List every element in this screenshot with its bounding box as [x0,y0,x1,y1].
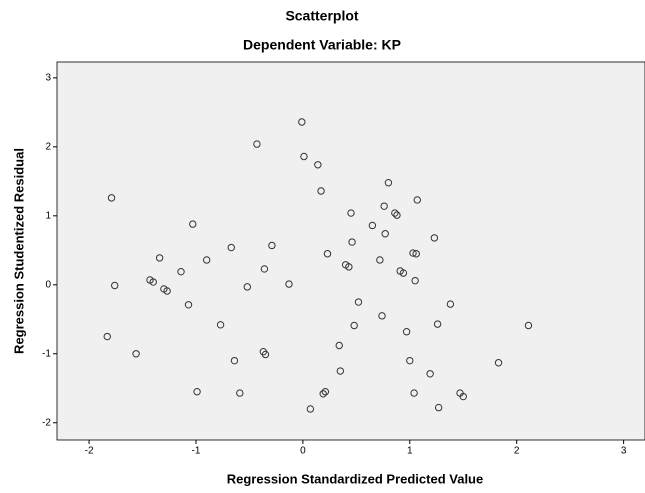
chart-subtitle: Dependent Variable: KP [243,37,401,53]
x-tick-label: 3 [621,446,627,457]
chart-title: Scatterplot [285,8,358,24]
x-axis-title: Regression Standardized Predicted Value [227,471,483,486]
x-tick-label: -1 [192,446,201,457]
y-tick-label: 0 [45,279,51,290]
y-tick-label: -2 [42,417,51,428]
x-tick-label: 2 [514,446,520,457]
y-tick-label: 3 [45,73,51,84]
y-axis-title: Regression Studentized Residual [11,148,26,354]
x-tick-label: -2 [85,446,94,457]
y-tick-label: -1 [42,348,51,359]
y-tick-label: 2 [45,141,51,152]
y-tick-label: 1 [45,210,51,221]
x-tick-label: 0 [300,446,306,457]
plot-area [57,62,645,440]
chart: Scatterplot Dependent Variable: KP Regre… [0,0,645,493]
x-tick-label: 1 [407,446,413,457]
